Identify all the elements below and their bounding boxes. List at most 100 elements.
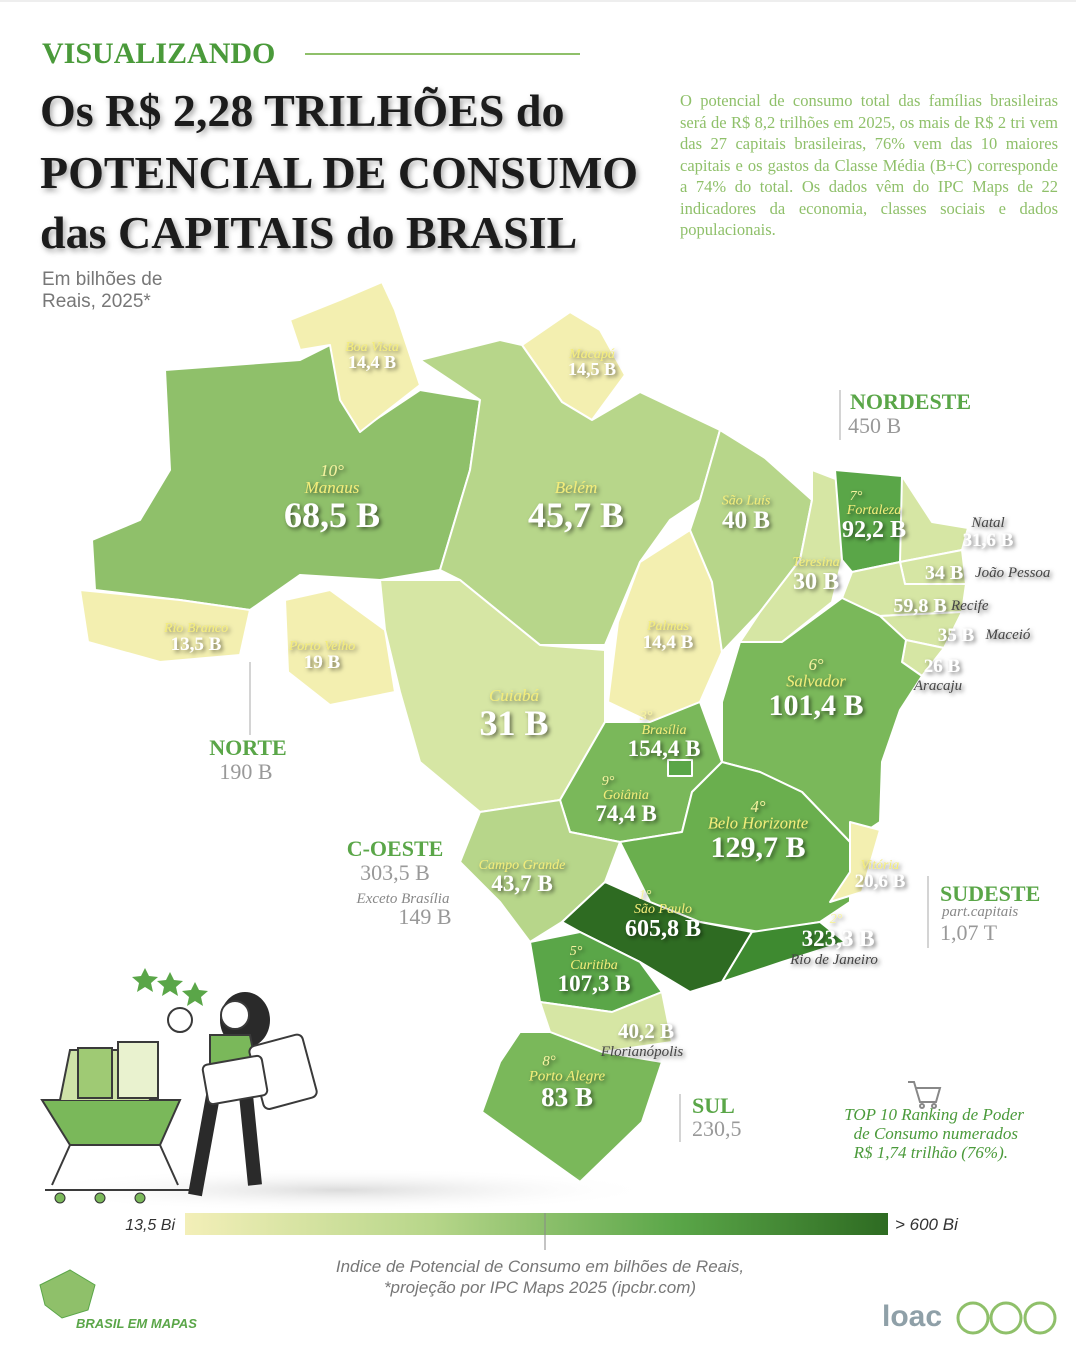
capital-rank: 6° xyxy=(809,655,824,674)
region-name: NORTE xyxy=(209,735,286,760)
brand-name: BRASIL EM MAPAS xyxy=(76,1316,197,1331)
brand-logo xyxy=(39,1269,96,1319)
illustration xyxy=(20,968,660,1212)
capital: 35 B Maceió xyxy=(938,625,1031,646)
capital-value: 74,4 B xyxy=(595,801,656,826)
state xyxy=(284,589,396,706)
capital-value: 45,7 B xyxy=(528,495,624,535)
unit-note: Reais, 2025* xyxy=(42,291,151,312)
capital-rank: 5° xyxy=(570,944,583,959)
state xyxy=(829,821,881,903)
state xyxy=(667,759,693,777)
capital-value: 129,7 B xyxy=(710,831,805,864)
capital-value: 59,8 B xyxy=(893,595,946,617)
capital-value: 14,5 B xyxy=(568,359,616,379)
capital-value: 20,6 B xyxy=(855,871,906,892)
capital-name: Campo Grande xyxy=(479,858,566,873)
region-sul: SUL 230,5 xyxy=(679,1093,742,1142)
capital-name: Palmas xyxy=(646,619,690,634)
region-total: 303,5 B xyxy=(360,860,430,885)
capital-name: Macapá xyxy=(568,347,615,362)
state xyxy=(561,881,753,993)
capital-rank: 3° xyxy=(639,709,653,724)
region-name: SUL xyxy=(692,1093,735,1118)
capital-name: Rio Branco xyxy=(163,621,228,636)
capital-name: Belém xyxy=(555,478,597,497)
capital-name: Brasília xyxy=(641,723,686,738)
legend-bar xyxy=(185,1213,888,1235)
capital-rank: 1° xyxy=(639,888,652,903)
capital-value: 30 B xyxy=(793,569,839,595)
capital-value: 323,3 B xyxy=(802,926,875,951)
capital-name: Rio de Janeiro xyxy=(789,952,878,968)
region-sudeste: SUDESTE part.capitais 1,07 T xyxy=(927,876,1040,948)
region-total: 230,5 xyxy=(692,1116,742,1141)
region-centro-oeste: C-OESTE 303,5 B Exceto Brasília 149 B xyxy=(347,836,452,929)
capital: 59,8 B Recife xyxy=(893,595,988,617)
capital-name: Boa Vista xyxy=(345,340,399,355)
capital-name: Porto Velho xyxy=(288,639,356,654)
capital-name: Manaus xyxy=(304,478,360,497)
top10-note: R$ 1,74 trilhão (76%). xyxy=(853,1143,1008,1162)
capital-name: Belo Horizonte xyxy=(708,814,808,833)
capital-value: 40 B xyxy=(722,507,770,534)
capital-rank: 2° xyxy=(830,912,843,927)
capital-rank: 9° xyxy=(602,774,615,789)
title-line: POTENCIAL DE CONSUMO xyxy=(40,147,638,198)
title-line: Os R$ 2,28 TRILHÕES do xyxy=(40,85,564,136)
cart-icon xyxy=(908,1081,942,1109)
capital-value: 19 B xyxy=(304,652,341,673)
capital-name: João Pessoa xyxy=(975,565,1050,581)
capital-rank: 10° xyxy=(320,461,344,480)
capital-value: 83 B xyxy=(541,1082,593,1112)
capital-rank: 7° xyxy=(850,489,863,504)
capital-name: São Paulo xyxy=(634,902,692,917)
capital-value: 101,4 B xyxy=(768,689,863,722)
capital-name: Recife xyxy=(950,598,989,614)
region-name: SUDESTE xyxy=(940,881,1040,906)
capital-value: 40,2 B xyxy=(618,1019,674,1043)
capital-name: São Luís xyxy=(722,493,771,508)
capital: 34 B João Pessoa xyxy=(925,562,1051,584)
state xyxy=(79,589,251,663)
state xyxy=(899,475,969,563)
capital-value: 605,8 B xyxy=(625,916,701,942)
map xyxy=(79,281,969,1183)
capital-value: 43,7 B xyxy=(491,871,552,896)
capital-value: 107,3 B xyxy=(558,971,631,996)
license-icons xyxy=(956,1301,1057,1335)
capital-name: Florianópolis xyxy=(600,1044,684,1060)
state xyxy=(721,921,846,983)
capital-name: Teresina xyxy=(792,555,839,570)
title-line: das CAPITAIS do BRASIL xyxy=(40,207,577,258)
capital-value: 26 B xyxy=(924,656,961,677)
capital-value: 34 B xyxy=(925,562,963,584)
capital-rank: 8° xyxy=(542,1054,555,1070)
region-name: NORDESTE xyxy=(850,389,971,414)
capital-name: Goiânia xyxy=(603,788,649,803)
region-note: part.capitais xyxy=(941,904,1018,920)
state xyxy=(419,339,721,646)
capital-value: 31,6 B xyxy=(963,530,1014,551)
capital-value: 14,4 B xyxy=(348,352,396,372)
capital-value: 35 B xyxy=(938,625,975,646)
region-note: Exceto Brasília xyxy=(356,891,450,907)
